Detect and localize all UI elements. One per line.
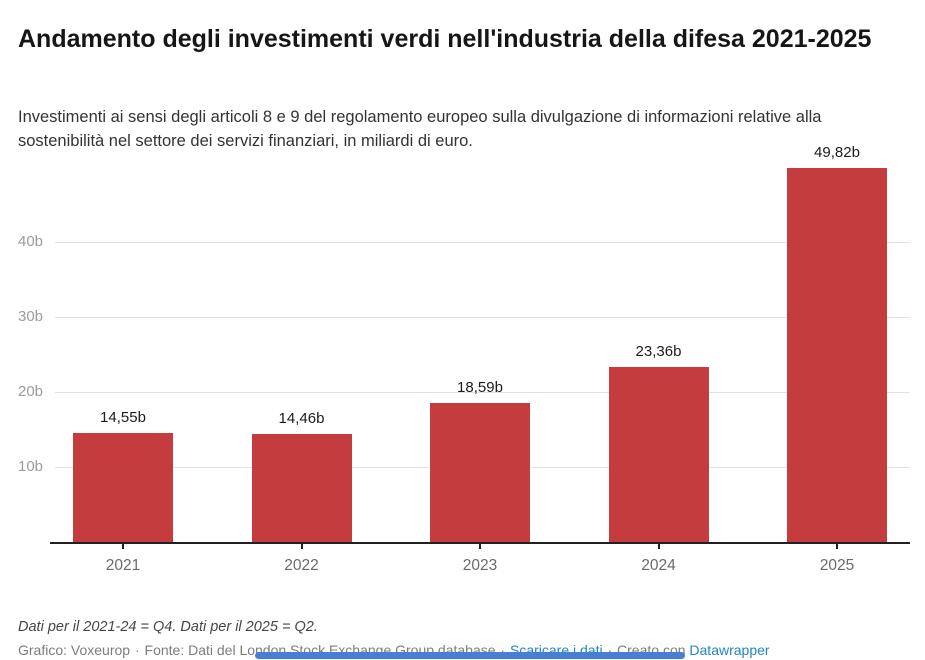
bar-2024[interactable] (608, 366, 709, 542)
y-axis-label: 10b (18, 458, 44, 475)
datawrapper-link[interactable]: Datawrapper (689, 642, 770, 658)
separator-dot: · (500, 642, 506, 658)
x-axis-label-2025: 2025 (819, 557, 855, 574)
embed-scrollbar-thumb[interactable] (255, 652, 685, 659)
value-label-2024: 23,36b (635, 342, 682, 360)
bar-2023[interactable] (430, 402, 530, 542)
x-axis-label-2022: 2022 (284, 557, 319, 574)
y-axis-label: 30b (18, 308, 44, 325)
gridline-40b (55, 242, 910, 243)
value-label-2025: 49,82b (814, 144, 860, 162)
byline: Grafico: Voxeurop (18, 642, 131, 658)
y-axis-label: 40b (18, 233, 44, 250)
x-axis-tick (300, 544, 303, 549)
x-axis-label-2021: 2021 (105, 557, 141, 574)
value-label-2021: 14,55b (100, 408, 146, 426)
separator-dot: · (607, 642, 613, 658)
x-axis-label-2024: 2024 (641, 557, 676, 574)
bar-2021[interactable] (73, 432, 173, 542)
separator-dot: · (134, 642, 140, 658)
value-label-2023: 18,59b (457, 378, 503, 396)
bar-2025[interactable] (787, 168, 887, 542)
x-axis-tick (836, 544, 838, 549)
x-axis-tick (657, 544, 660, 549)
gridline-30b (55, 317, 910, 318)
x-axis-tick (122, 544, 124, 549)
bar-2022[interactable] (251, 433, 352, 542)
value-label-2022: 14,46b (278, 409, 325, 427)
x-axis-baseline (50, 542, 910, 544)
gridline-20b (55, 392, 910, 393)
chart-title: Andamento degli investimenti verdi nell'… (18, 24, 872, 53)
y-axis-label: 20b (18, 383, 44, 400)
x-axis-label-2023: 2023 (462, 557, 498, 574)
chart-description: Investimenti ai sensi degli articoli 8 e… (18, 107, 822, 150)
chart-notes: Dati per il 2021-24 = Q4. Dati per il 20… (18, 618, 318, 635)
x-axis-tick (479, 544, 481, 549)
